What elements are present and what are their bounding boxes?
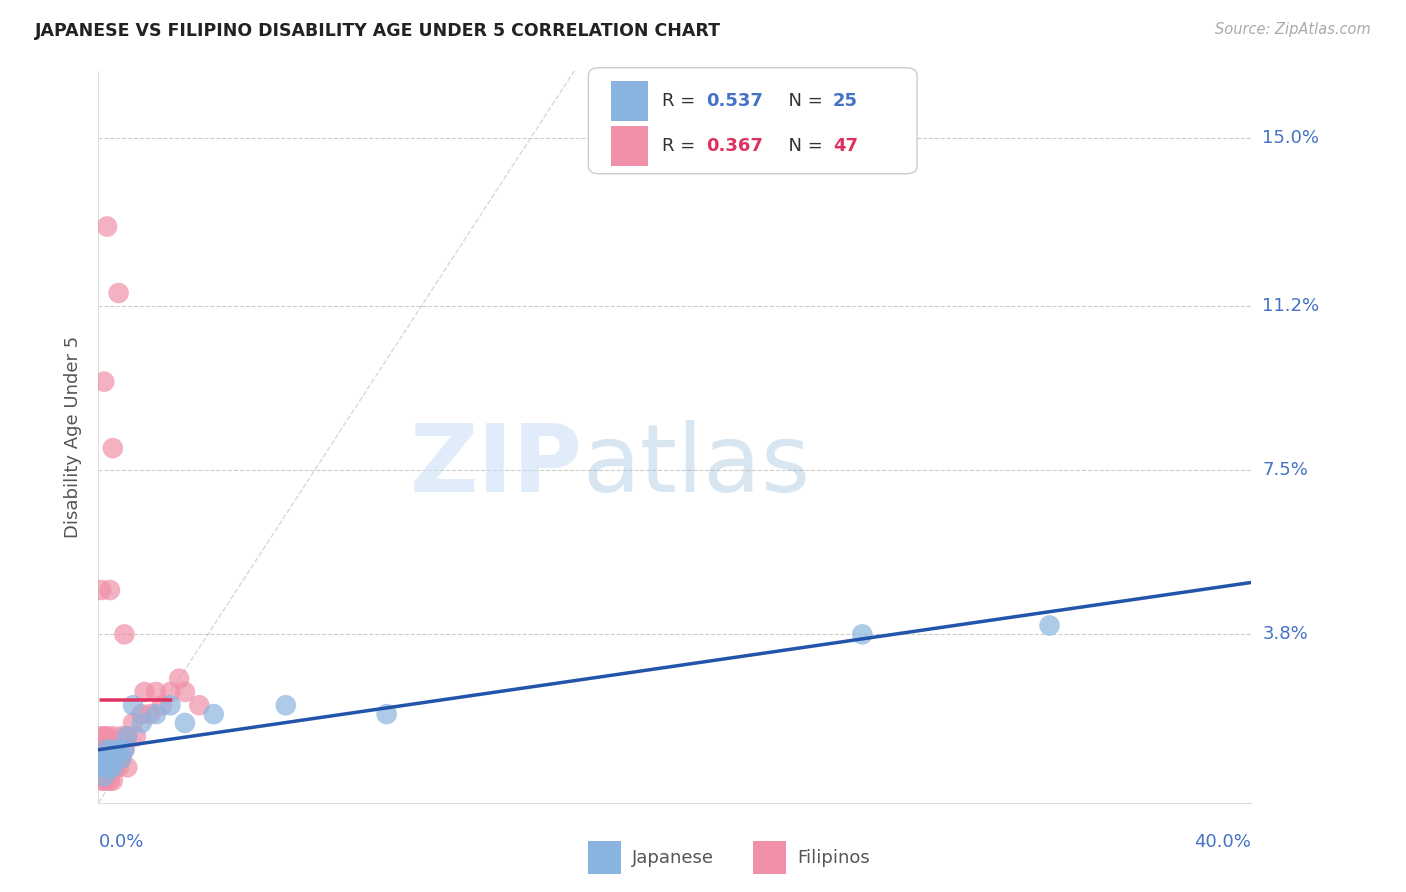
Point [110, 751, 132, 765]
Text: 25: 25 [832, 92, 858, 110]
Point [101, 751, 124, 765]
Point [174, 716, 197, 731]
Point [122, 698, 145, 713]
Point [131, 707, 153, 722]
Point [90, 729, 112, 743]
Point [98, 773, 121, 788]
Point [90, 760, 112, 774]
Text: Filipinos: Filipinos [797, 848, 870, 867]
Bar [588, 841, 620, 874]
Point [274, 698, 297, 713]
Text: R =: R = [662, 92, 702, 110]
Bar [754, 841, 786, 874]
Point [96, 729, 118, 743]
Point [117, 729, 138, 743]
Point [93, 769, 115, 783]
Point [159, 685, 181, 699]
Point [98, 760, 121, 774]
Text: 0.367: 0.367 [706, 137, 763, 155]
Text: 47: 47 [832, 137, 858, 155]
Point [159, 698, 181, 713]
Text: 15.0%: 15.0% [1263, 128, 1319, 147]
Point [101, 729, 124, 743]
Point [131, 716, 153, 731]
Point [139, 707, 162, 722]
Point [90, 582, 112, 597]
Point [107, 751, 129, 765]
Point [117, 729, 138, 743]
Point [375, 707, 398, 722]
Point [104, 742, 127, 756]
Text: 7.5%: 7.5% [1263, 461, 1309, 479]
Point [101, 760, 124, 774]
Point [93, 773, 115, 788]
Point [125, 729, 148, 743]
Text: N =: N = [778, 92, 830, 110]
Point [110, 729, 132, 743]
Point [107, 285, 129, 300]
Point [90, 751, 112, 765]
Point [104, 751, 127, 765]
Point [93, 375, 115, 389]
Point [98, 751, 121, 765]
Bar [612, 80, 648, 120]
Point [112, 742, 135, 756]
Point [145, 707, 167, 722]
Text: R =: R = [662, 137, 702, 155]
Point [90, 760, 112, 774]
Point [174, 685, 197, 699]
Point [117, 760, 138, 774]
Text: Japanese: Japanese [633, 848, 714, 867]
Text: N =: N = [778, 137, 830, 155]
Text: 40.0%: 40.0% [1195, 833, 1251, 851]
Point [96, 742, 118, 756]
Text: 0.0%: 0.0% [98, 833, 143, 851]
Point [107, 760, 129, 774]
Point [98, 760, 121, 774]
Point [112, 627, 135, 641]
Point [90, 773, 112, 788]
Point [96, 760, 118, 774]
Point [98, 751, 121, 765]
Point [167, 672, 190, 686]
Point [93, 751, 115, 765]
Point [98, 582, 121, 597]
Point [145, 685, 167, 699]
Y-axis label: Disability Age Under 5: Disability Age Under 5 [63, 336, 82, 538]
Point [150, 698, 173, 713]
Point [110, 751, 132, 765]
Text: 3.8%: 3.8% [1263, 625, 1308, 643]
Point [101, 742, 124, 756]
Point [188, 698, 211, 713]
Point [851, 627, 873, 641]
Point [96, 760, 118, 774]
Point [104, 760, 127, 774]
Bar [612, 126, 648, 167]
Point [101, 441, 124, 455]
Text: Source: ZipAtlas.com: Source: ZipAtlas.com [1215, 22, 1371, 37]
Point [122, 716, 145, 731]
Point [134, 685, 156, 699]
Point [107, 742, 129, 756]
Point [90, 751, 112, 765]
Point [1038, 618, 1062, 632]
Point [90, 742, 112, 756]
Text: atlas: atlas [582, 420, 811, 512]
Point [93, 729, 115, 743]
Point [112, 742, 135, 756]
FancyBboxPatch shape [588, 68, 917, 174]
Point [93, 742, 115, 756]
Text: JAPANESE VS FILIPINO DISABILITY AGE UNDER 5 CORRELATION CHART: JAPANESE VS FILIPINO DISABILITY AGE UNDE… [35, 22, 721, 40]
Text: ZIP: ZIP [409, 420, 582, 512]
Point [96, 773, 118, 788]
Point [101, 773, 124, 788]
Point [202, 707, 225, 722]
Point [96, 742, 118, 756]
Point [93, 760, 115, 774]
Text: 11.2%: 11.2% [1263, 297, 1320, 315]
Point [96, 219, 118, 234]
Point [93, 751, 115, 765]
Text: 0.537: 0.537 [706, 92, 763, 110]
